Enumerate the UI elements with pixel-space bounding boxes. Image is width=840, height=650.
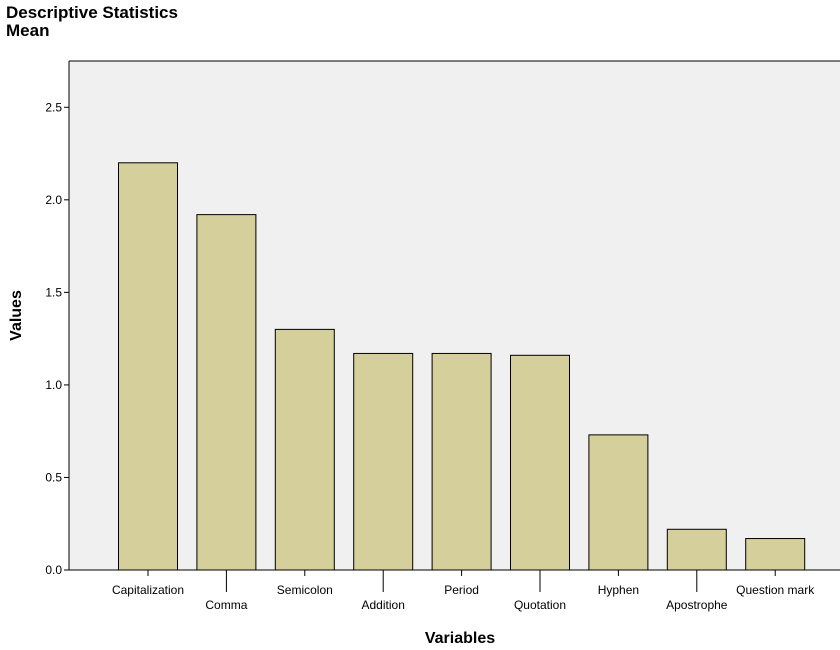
x-tick-label: Hyphen <box>598 583 639 597</box>
bar-apostrophe <box>666 528 727 571</box>
x-tick-label: Apostrophe <box>666 598 728 612</box>
x-axis: Capitalization Comma Semicolon Addition Peri… <box>69 569 840 612</box>
chart-subtitle: Mean <box>6 21 50 40</box>
x-tick-label: Comma <box>205 598 247 612</box>
x-tick-label: Semicolon <box>277 583 333 597</box>
x-tick-label: Capitalization <box>112 583 184 597</box>
bars <box>118 162 806 571</box>
y-tick-label: 2.5 <box>45 100 62 114</box>
y-tick-label: 2.0 <box>45 193 62 207</box>
bar-capitalization <box>118 162 178 571</box>
bar-quotation <box>510 354 570 571</box>
x-tick-label: Question mark <box>736 583 815 597</box>
chart-title: Descriptive Statistics <box>6 3 178 22</box>
x-tick-label: Period <box>444 583 479 597</box>
y-axis-title: Values <box>8 290 25 341</box>
bar-question-mark <box>745 538 806 571</box>
x-tick-label: Quotation <box>514 598 566 612</box>
y-axis: 0.0 0.5 1.0 1.5 2.0 2.5 <box>45 60 840 577</box>
bar-semicolon <box>274 328 335 571</box>
y-tick-label: 0.0 <box>45 563 62 577</box>
bar-comma <box>196 214 257 571</box>
bar-addition <box>353 352 414 571</box>
bar-period <box>431 352 492 571</box>
y-tick-label: 1.0 <box>45 378 62 392</box>
x-axis-title: Variables <box>425 630 495 647</box>
x-tick-label: Addition <box>362 598 405 612</box>
bar-hyphen <box>588 434 649 571</box>
y-tick-label: 0.5 <box>45 470 62 484</box>
chart-title-block: Descriptive Statistics Mean <box>6 4 178 40</box>
y-tick-label: 1.5 <box>45 285 62 299</box>
